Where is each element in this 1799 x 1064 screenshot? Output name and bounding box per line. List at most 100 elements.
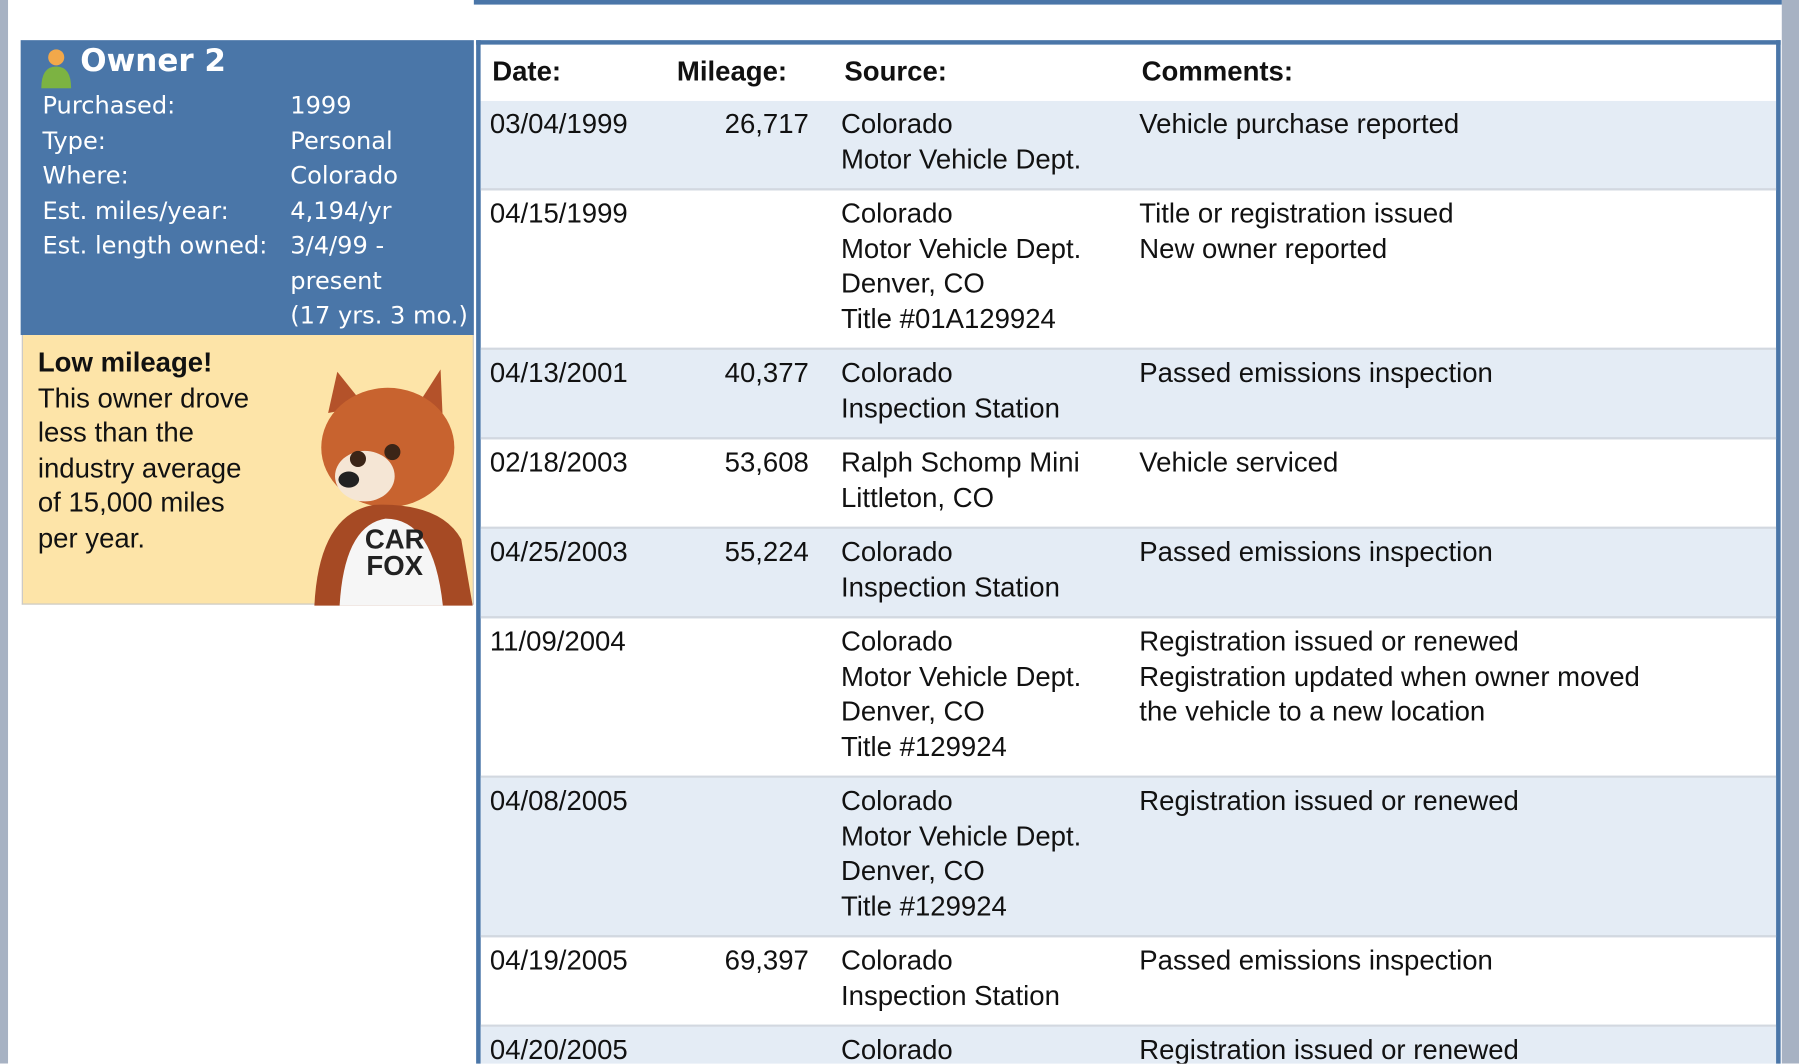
date-cell: 04/08/2005 — [481, 778, 655, 935]
comment-line: the vehicle to a new location — [1139, 695, 1776, 730]
comment-line: Vehicle serviced — [1139, 446, 1776, 481]
field-label: Purchased: — [42, 88, 290, 123]
comments-cell: Passed emissions inspection — [1131, 937, 1776, 1024]
date-cell: 03/04/1999 — [481, 101, 655, 188]
field-value-line: 4,194/yr — [290, 193, 391, 228]
note-lines: This owner droveless than theindustry av… — [38, 381, 249, 556]
source-line: Ralph Schomp Mini — [841, 446, 1131, 481]
source-line: Colorado — [841, 625, 1131, 660]
comments-cell: Passed emissions inspection — [1131, 350, 1776, 437]
owner-field: Type:Personal — [42, 123, 467, 158]
source-line: Denver, CO — [841, 855, 1131, 890]
field-value-line: (17 yrs. 3 mo.) — [290, 298, 468, 333]
source-line: Motor Vehicle Dept. — [841, 232, 1131, 267]
mileage-cell: 40,377 — [655, 350, 821, 437]
comment-line: New owner reported — [1139, 232, 1776, 267]
right-border — [1782, 0, 1799, 1064]
comments-cell: Vehicle purchase reported — [1131, 101, 1776, 188]
field-value-line: present — [290, 263, 468, 298]
field-label: Est. length owned: — [42, 228, 290, 333]
source-line: Title #129924 — [841, 890, 1131, 925]
source-line: Denver, CO — [841, 695, 1131, 730]
field-value: Personal — [290, 123, 392, 158]
field-value-line: Personal — [290, 123, 392, 158]
source-line: Colorado — [841, 944, 1131, 979]
source-line: Motor Vehicle Dept. — [841, 660, 1131, 695]
source-line: Colorado — [841, 536, 1131, 571]
mileage-cell — [655, 1027, 821, 1064]
owner-field: Purchased:1999 — [42, 88, 467, 123]
stage: Owner 2 Purchased:1999Type:PersonalWhere… — [0, 0, 1799, 1064]
source-line: Colorado — [841, 785, 1131, 820]
comments-cell: Vehicle serviced — [1131, 439, 1776, 526]
mascot: CAR FOX — [294, 367, 478, 606]
comments-cell: Registration issued or renewed — [1131, 1027, 1776, 1064]
date-cell: 04/19/2005 — [481, 937, 655, 1024]
date-cell: 11/09/2004 — [481, 618, 655, 775]
mileage-cell — [655, 190, 821, 347]
comment-line: Vehicle purchase reported — [1139, 108, 1776, 143]
source-line: Title #129924 — [841, 730, 1131, 765]
source-line: Colorado — [841, 357, 1131, 392]
source-line: Denver, CO — [841, 267, 1131, 302]
field-value-line: Colorado — [290, 158, 398, 193]
comment-line: Registration issued or renewed — [1139, 625, 1776, 660]
header-row: Date:Mileage:Source:Comments: — [481, 45, 1776, 101]
comment-line: Passed emissions inspection — [1139, 944, 1776, 979]
field-value: 4,194/yr — [290, 193, 391, 228]
column-header: Comments: — [1131, 55, 1776, 90]
owner-icon — [40, 47, 74, 88]
field-label: Where: — [42, 158, 290, 193]
comment-line: Registration issued or renewed — [1139, 785, 1776, 820]
mileage-cell — [655, 778, 821, 935]
date-cell: 04/25/2003 — [481, 529, 655, 616]
date-cell: 04/15/1999 — [481, 190, 655, 347]
field-value-line: 3/4/99 - — [290, 228, 468, 263]
mileage-cell — [655, 618, 821, 775]
top-bar — [474, 0, 1782, 5]
field-value: 1999 — [290, 88, 351, 123]
field-label: Est. miles/year: — [42, 193, 290, 228]
comment-line: Title or registration issued — [1139, 197, 1776, 232]
mileage-cell: 69,397 — [655, 937, 821, 1024]
source-cell: Colorado — [821, 1027, 1131, 1064]
owner-title: Owner 2 — [80, 40, 226, 84]
comments-cell: Passed emissions inspection — [1131, 529, 1776, 616]
source-line: Motor Vehicle Dept. — [841, 820, 1131, 855]
field-value: 3/4/99 -present(17 yrs. 3 mo.) — [290, 228, 468, 333]
note-line: of 15,000 miles — [38, 486, 249, 521]
comments-cell: Registration issued or renewed — [1131, 778, 1776, 935]
comment-line: Passed emissions inspection — [1139, 536, 1776, 571]
date-cell: 04/13/2001 — [481, 350, 655, 437]
source-line: Littleton, CO — [841, 481, 1131, 516]
note-title: Low mileage! — [38, 346, 249, 381]
comment-line: Passed emissions inspection — [1139, 357, 1776, 392]
mascot-text: FOX — [366, 550, 423, 581]
column-header: Date: — [481, 55, 655, 90]
source-line: Colorado — [841, 197, 1131, 232]
field-label: Type: — [42, 123, 290, 158]
date-cell: 02/18/2003 — [481, 439, 655, 526]
source-line: Colorado — [841, 108, 1131, 143]
page: Owner 2 Purchased:1999Type:PersonalWhere… — [0, 0, 1799, 1064]
left-border — [0, 0, 8, 1064]
